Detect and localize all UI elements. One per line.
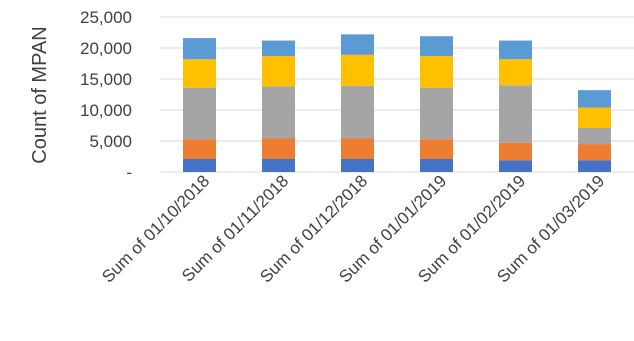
bar-segment [262,158,295,172]
y-tick-label: 5,000 [89,132,132,151]
bar-segment [183,139,216,159]
bar-segment [183,38,216,60]
bar-segment [341,138,374,159]
bar-segment [262,40,295,57]
gridlines [160,16,634,173]
bars [183,34,611,172]
bar-segment [341,158,374,172]
bar-segment [499,59,532,86]
bar-segment [262,86,295,139]
y-tick-label: - [126,163,132,182]
bar-segment [420,158,453,172]
bar-segment [183,59,216,88]
bar-segment [420,139,453,159]
bar-segment [578,107,611,128]
y-tick-label: 25,000 [80,8,132,27]
bar-segment [262,56,295,87]
bar-segment [578,127,611,145]
y-tick-label: 15,000 [80,70,132,89]
y-axis-title: Count of MPAN [29,26,51,163]
bar-segment [341,54,374,86]
y-tick-label: 10,000 [80,101,132,120]
bar-segment [341,85,374,139]
bar-segment [420,56,453,88]
bar-segment [420,36,453,57]
bar-segment [578,160,611,172]
bar-segment [341,34,374,55]
y-axis: - 5,000 10,000 15,000 20,000 25,000 [80,8,132,182]
bar-segment [420,87,453,140]
bar-segment [499,85,532,143]
bar-segment [499,40,532,60]
bar-segment [183,158,216,172]
bar-segment [499,160,532,172]
bar-segment [183,87,216,140]
y-tick-label: 20,000 [80,39,132,58]
bar-segment [578,144,611,161]
bar-segment [262,138,295,159]
bar-segment [578,90,611,108]
bar-segment [499,142,532,161]
